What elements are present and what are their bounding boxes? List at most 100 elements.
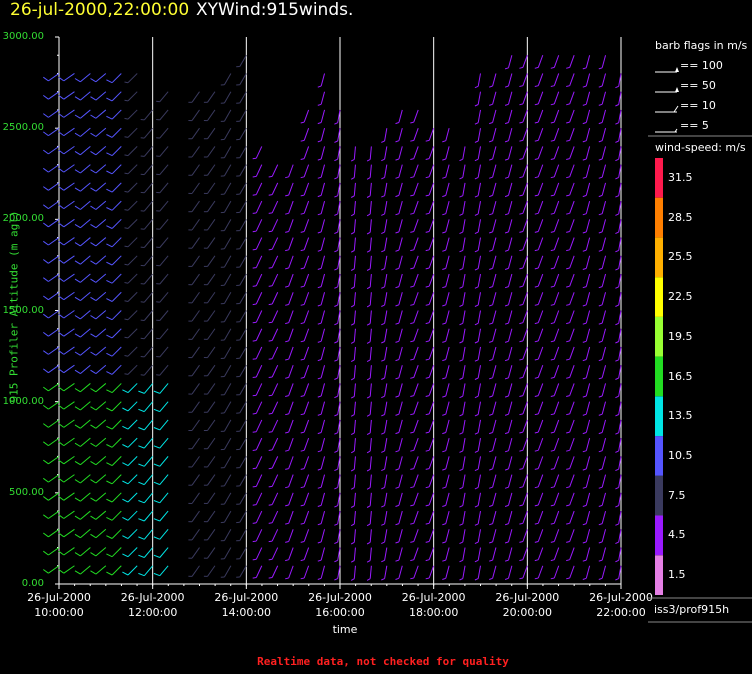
barb-staff (353, 273, 356, 288)
barb-flag (317, 377, 322, 380)
wind-barb (236, 91, 247, 104)
wind-barb (504, 219, 513, 234)
wind-barb (474, 146, 481, 162)
barb-staff (585, 146, 591, 160)
barb-flag (615, 176, 619, 180)
barb-flag (395, 577, 400, 580)
wind-barb (236, 437, 247, 451)
barb-flag (122, 444, 129, 448)
wind-barb (582, 255, 591, 270)
barb-staff (48, 510, 60, 519)
wind-barb (106, 164, 122, 175)
wind-barb (252, 146, 263, 160)
barb-flag (74, 424, 81, 429)
wind-barb (474, 401, 481, 417)
barb-flag (138, 500, 145, 504)
barb-flag (317, 140, 322, 143)
wind-barb (252, 492, 263, 506)
barb-staff (255, 146, 263, 159)
barb-flag (615, 432, 619, 435)
barb-staff (303, 146, 310, 159)
wind-barb (285, 219, 294, 233)
wind-barb (474, 510, 481, 526)
wind-barb (58, 291, 75, 301)
wind-barb (220, 474, 232, 487)
wind-barb (317, 273, 326, 289)
barb-flag (106, 261, 113, 266)
barb-flag (566, 559, 570, 562)
barb-staff (111, 91, 122, 102)
barb-flag (334, 541, 338, 545)
wind-barb (410, 419, 419, 434)
barb-flag (519, 176, 524, 179)
wind-barb (395, 565, 403, 580)
barb-flag (442, 176, 446, 179)
barb-flag (350, 359, 355, 363)
wind-barb (381, 255, 388, 271)
barb-flag (106, 462, 113, 467)
barb-flag (519, 559, 524, 562)
wind-barb (74, 218, 91, 229)
wind-barb (615, 73, 622, 89)
wind-barb (106, 255, 122, 266)
barb-staff (320, 492, 326, 506)
barb-staff (492, 146, 497, 160)
barb-flag (425, 231, 430, 233)
wind-barb (519, 474, 528, 489)
wind-barb (381, 401, 388, 417)
barb-staff (63, 510, 75, 519)
barb-flag (410, 376, 414, 379)
barb-staff (553, 456, 560, 469)
barb-staff (369, 346, 372, 360)
wind-barb (43, 273, 60, 282)
barb-flag (124, 117, 129, 120)
barb-flag (615, 541, 619, 545)
barb-flag (90, 552, 97, 557)
barb-staff (601, 109, 607, 123)
barb-staff (95, 218, 107, 229)
barb-flag (285, 376, 289, 379)
barb-staff (398, 200, 403, 214)
wind-barb (350, 565, 356, 581)
barb-flag (124, 154, 129, 157)
barb-flag (550, 577, 555, 580)
barb-flag (334, 322, 338, 326)
wind-barb (43, 237, 60, 246)
wind-barb (582, 365, 591, 380)
wind-barb (122, 456, 138, 467)
barb-staff (320, 547, 326, 561)
barb-flag (550, 212, 555, 215)
barb-staff (63, 91, 75, 100)
wind-barb (598, 565, 607, 580)
wind-barb (58, 91, 75, 100)
wind-barb (395, 237, 403, 252)
barb-staff (159, 401, 169, 412)
barb-flag (381, 505, 385, 508)
barb-flag (534, 322, 539, 325)
barb-staff (271, 273, 279, 287)
wind-barb (550, 346, 560, 361)
barb-staff (462, 510, 466, 524)
wind-barb (566, 73, 575, 87)
wind-barb (474, 492, 481, 508)
barb-staff (127, 364, 138, 375)
barb-staff (320, 182, 326, 196)
barb-flag (550, 194, 555, 197)
barb-staff (618, 346, 622, 360)
wind-barb (188, 127, 200, 140)
x-tick-label: 26-Jul-2000 12:00:00 (113, 590, 193, 620)
wind-barb (203, 164, 216, 176)
wind-barb (90, 437, 107, 447)
barb-flag (395, 486, 400, 489)
barb-staff (477, 529, 481, 543)
wind-barb (153, 565, 169, 577)
wind-barb (156, 310, 169, 321)
barb-staff (553, 200, 560, 214)
wind-barb (74, 492, 91, 502)
barb-staff (353, 383, 356, 397)
barb-staff (111, 346, 122, 357)
wind-barb (598, 55, 607, 70)
barb-staff (320, 474, 326, 488)
barb-staff (445, 200, 450, 214)
barb-staff (569, 255, 575, 269)
